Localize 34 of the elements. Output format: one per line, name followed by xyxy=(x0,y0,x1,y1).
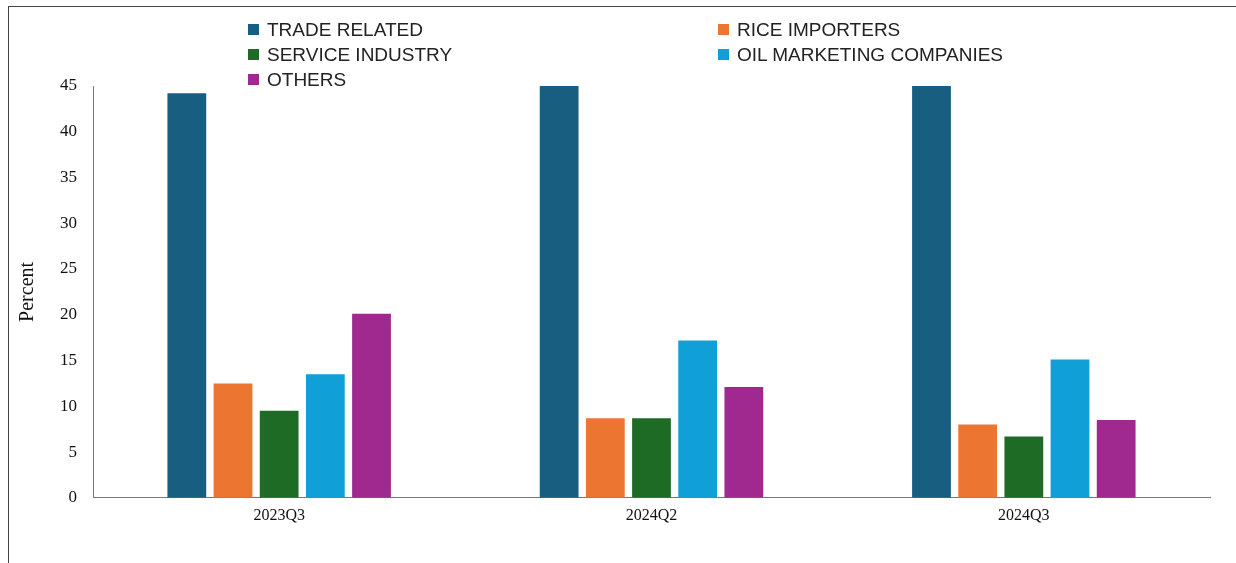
bar xyxy=(632,418,671,498)
bar xyxy=(213,383,253,498)
x-tick-label: 2024Q2 xyxy=(625,505,678,523)
y-tick-label: 10 xyxy=(60,395,77,415)
bar xyxy=(958,424,998,498)
bar xyxy=(724,387,764,498)
bar xyxy=(1096,420,1136,498)
y-tick-label: 0 xyxy=(68,487,77,507)
y-tick-label: 15 xyxy=(60,350,77,369)
bar xyxy=(912,86,951,498)
bar xyxy=(678,340,718,498)
x-tick-label: 2023Q3 xyxy=(253,505,305,523)
bar xyxy=(1050,359,1090,498)
x-tick-label: 2024Q3 xyxy=(998,505,1050,523)
legend-label: RICE IMPORTERS xyxy=(737,18,901,41)
legend-label: TRADE RELATED xyxy=(267,18,423,41)
bar xyxy=(585,418,625,498)
y-tick-label: 45 xyxy=(60,75,77,95)
bar xyxy=(352,313,391,498)
legend-label: OTHERS xyxy=(267,68,347,91)
y-tick-label: 40 xyxy=(60,121,77,141)
y-tick-label: 20 xyxy=(60,304,77,324)
bar xyxy=(539,86,579,498)
bar xyxy=(259,410,299,498)
legend-label: OIL MARKETING COMPANIES xyxy=(737,43,1004,66)
y-tick-label: 5 xyxy=(68,441,77,461)
legend-label: SERVICE INDUSTRY xyxy=(267,43,453,66)
bar xyxy=(305,374,345,498)
y-tick-label: 35 xyxy=(60,166,77,186)
bar xyxy=(167,93,207,498)
y-tick-label: 30 xyxy=(60,212,77,232)
y-axis-title: Percent xyxy=(15,261,38,322)
bar xyxy=(1004,436,1044,498)
y-tick-label: 25 xyxy=(60,258,77,278)
